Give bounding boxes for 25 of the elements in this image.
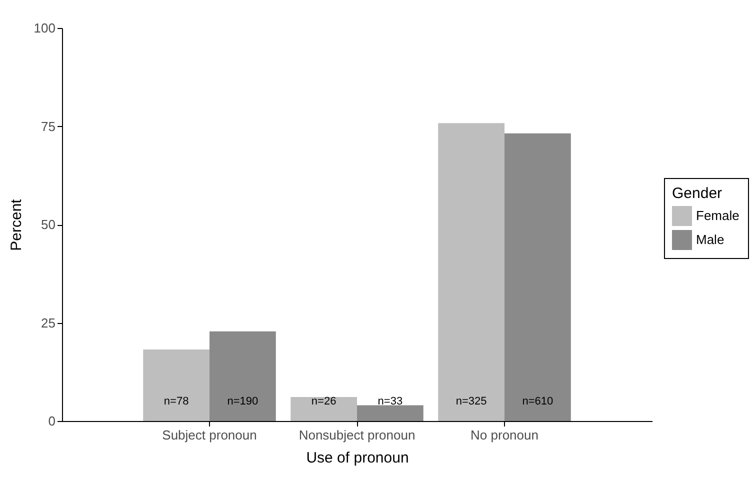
y-tick-label: 50: [41, 217, 56, 232]
bar: [290, 397, 357, 421]
y-tick-label: 25: [41, 315, 56, 330]
annotation: n=78: [164, 395, 189, 408]
bar: [210, 331, 276, 421]
legend-label: Male: [696, 232, 724, 247]
legend-title: Gender: [672, 185, 722, 202]
y-tick-label: 0: [48, 414, 56, 428]
x-tick-label: Nonsubject pronoun: [298, 428, 416, 442]
annotation: n=325: [456, 395, 487, 408]
y-axis-title: Percent: [8, 198, 25, 251]
bar: [143, 349, 210, 421]
x-tick-label: No pronoun: [470, 428, 538, 442]
x-tick-label: Subject pronoun: [162, 428, 257, 442]
bar: [438, 123, 504, 421]
annotation: n=190: [227, 395, 258, 408]
annotation: n=26: [311, 395, 336, 408]
annotation: n=610: [522, 395, 554, 408]
annotation: n=33: [378, 395, 403, 408]
y-tick-label: 75: [41, 118, 56, 134]
y-tick-label: 100: [34, 20, 56, 36]
legend-label: Female: [696, 208, 740, 223]
bar: [357, 405, 424, 421]
bar: [504, 133, 571, 421]
x-axis-title: Use of pronoun: [306, 450, 409, 466]
